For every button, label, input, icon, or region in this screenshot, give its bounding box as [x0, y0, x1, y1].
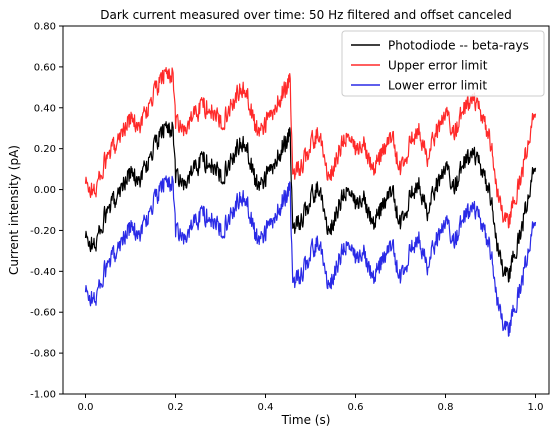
x-tick-label: 0.0	[78, 402, 94, 413]
y-axis-label: Current intensity (pA)	[7, 145, 21, 275]
x-tick-label: 0.2	[168, 402, 184, 413]
plot-area-frame	[62, 25, 550, 395]
y-tick-label: -1.00	[30, 390, 56, 401]
legend-entry-photodiode: Photodiode -- beta-rays	[388, 39, 529, 53]
y-tick-label: -0.20	[30, 226, 56, 237]
x-tick-label: 0.4	[258, 402, 274, 413]
y-tick-label: 0.80	[34, 22, 56, 33]
legend: Photodiode -- beta-rays Upper error limit…	[341, 30, 545, 97]
x-axis-label: Time (s)	[281, 413, 331, 427]
x-tick-label: 0.6	[348, 402, 364, 413]
chart-title: Dark current measured over time: 50 Hz f…	[100, 8, 511, 22]
y-tick-label: -0.80	[30, 349, 56, 360]
y-tick-label: 0.20	[34, 144, 56, 155]
y-tick-label: -0.40	[30, 267, 56, 278]
x-tick-label: 0.8	[438, 402, 454, 413]
series-traces	[84, 66, 537, 337]
y-tick-label: 0.40	[34, 103, 56, 114]
y-tick-label: 0.60	[34, 62, 56, 73]
x-tick-label: 1.0	[528, 402, 544, 413]
y-tick-label: 0.00	[34, 185, 56, 196]
series-upper-error-line	[84, 66, 537, 229]
series-photodiode-line	[84, 121, 537, 283]
legend-box	[341, 30, 545, 97]
y-tick-label: -0.60	[30, 308, 56, 319]
x-axis: 0.0 0.2 0.4 0.6 0.8 1.0	[78, 394, 544, 413]
legend-entry-lower-error: Lower error limit	[388, 79, 487, 93]
legend-entry-upper-error: Upper error limit	[388, 59, 488, 73]
series-lower-error-line	[84, 175, 537, 337]
y-axis: -1.00 -0.80 -0.60 -0.40 -0.20 0.00 0.20 0.40 0.6…	[30, 22, 63, 401]
